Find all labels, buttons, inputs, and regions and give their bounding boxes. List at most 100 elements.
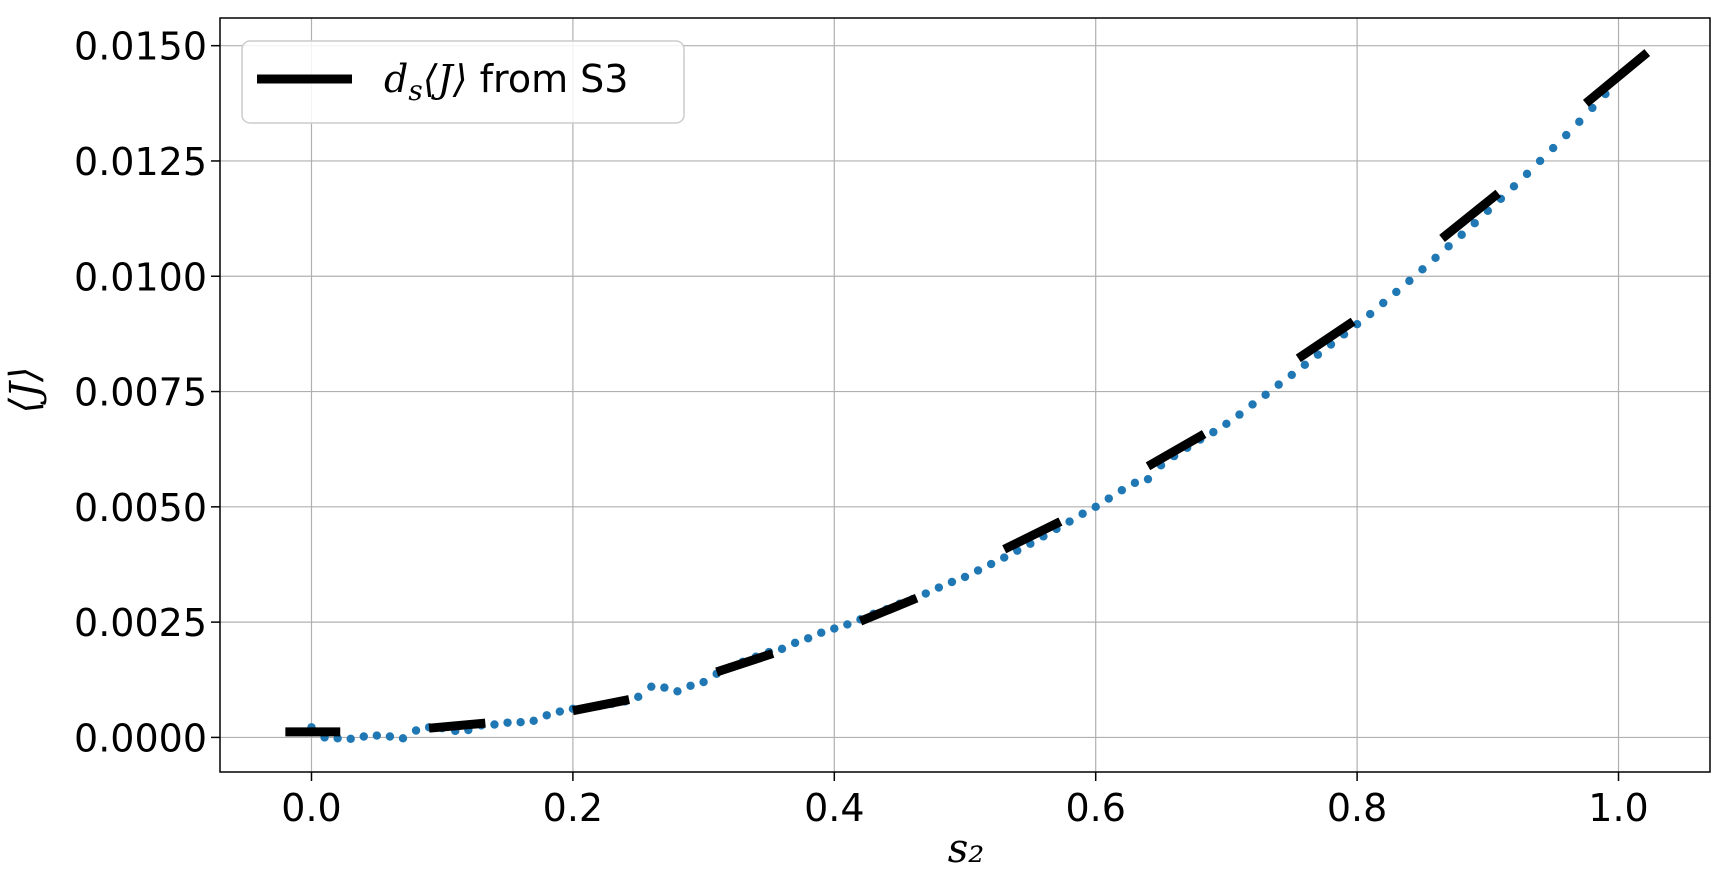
data-point: [817, 628, 826, 637]
data-point: [1405, 276, 1414, 286]
data-point: [960, 572, 970, 582]
data-point: [947, 577, 957, 587]
data-point: [660, 683, 669, 692]
data-point: [686, 681, 695, 690]
data-point: [1457, 230, 1466, 239]
legend-label: ds⟨J⟩ from S3: [384, 57, 628, 107]
data-point: [1274, 380, 1283, 389]
y-axis-ticks: 0.0000 0.0025 0.0050 0.0075 0.0100 0.0125 0.01…: [74, 25, 220, 760]
data-point: [411, 726, 421, 735]
data-point: [1117, 486, 1127, 495]
x-tick-label: 0.2: [543, 786, 603, 830]
legend-label-rest: from S3: [468, 57, 629, 101]
reference-line-segment: [1582, 49, 1651, 107]
data-point: [830, 624, 839, 633]
legend-label-subscript: s: [408, 74, 422, 107]
y-tick-label: 0.0050: [74, 486, 207, 530]
x-tick-label: 0.0: [281, 786, 341, 830]
data-point: [1431, 253, 1440, 263]
data-point: [934, 583, 944, 592]
data-point: [1470, 219, 1479, 228]
y-tick-label: 0.0150: [74, 25, 207, 69]
data-point: [503, 718, 512, 727]
data-point: [843, 620, 852, 629]
data-point: [1222, 419, 1231, 429]
data-point: [803, 634, 813, 643]
data-point: [1588, 103, 1597, 113]
y-tick-label: 0.0100: [74, 255, 207, 299]
data-point: [372, 731, 382, 740]
data-point: [516, 717, 525, 727]
data-point: [1522, 169, 1532, 179]
data-point: [1379, 298, 1388, 308]
data-point: [973, 566, 983, 575]
data-point: [542, 711, 551, 720]
data-point: [1352, 320, 1362, 329]
data-point: [490, 720, 499, 729]
y-tick-label: 0.0000: [74, 716, 207, 760]
data-point: [529, 716, 538, 726]
data-point: [1509, 182, 1519, 191]
data-point: [398, 734, 408, 743]
data-point: [1248, 400, 1257, 409]
data-point: [986, 559, 996, 569]
data-point: [921, 589, 930, 598]
grid: [220, 18, 1710, 772]
legend-label-angle: ⟨J⟩: [423, 57, 468, 101]
data-point: [1365, 309, 1375, 319]
data-point: [359, 732, 368, 741]
data-point: [1235, 410, 1244, 419]
y-tick-label: 0.0025: [74, 601, 207, 645]
data-point: [1000, 553, 1009, 562]
data-point: [1548, 143, 1558, 153]
x-tick-label: 0.4: [804, 786, 864, 830]
reference-line-segment: [1295, 317, 1356, 363]
data-point: [634, 692, 643, 702]
reference-line-segment: [1439, 189, 1502, 242]
plot-frame: [219, 17, 1711, 773]
data-point: [1261, 390, 1270, 399]
data-point: [385, 732, 395, 741]
data-point: [1444, 242, 1453, 251]
reference-line-segment: [715, 649, 775, 677]
data-point: [1143, 474, 1153, 484]
reference-line-segments: [285, 49, 1651, 737]
data-point: [1078, 509, 1087, 518]
data-point: [1104, 494, 1113, 503]
legend-box: [241, 40, 685, 124]
data-point: [699, 677, 708, 687]
data-point: [673, 687, 682, 696]
reference-line-segment: [572, 695, 630, 716]
reference-line-segment: [858, 593, 919, 626]
data-point: [1209, 427, 1218, 437]
data-point: [1562, 130, 1571, 140]
data-point: [1300, 360, 1310, 369]
x-tick-label: 0.8: [1327, 786, 1387, 830]
legend: ds⟨J⟩ from S3: [241, 40, 685, 124]
data-point: [1392, 287, 1401, 297]
data-point: [1418, 265, 1427, 274]
data-point: [1065, 517, 1074, 526]
legend-label-d: d: [384, 57, 408, 101]
data-point: [1535, 156, 1545, 166]
x-axis-label: s₂: [948, 826, 985, 871]
data-point: [1091, 502, 1100, 512]
reference-line-segment: [428, 718, 486, 733]
data-point: [777, 644, 787, 654]
data-point: [1313, 350, 1323, 359]
data-point: [1130, 478, 1140, 488]
data-point: [647, 682, 656, 691]
x-tick-label: 0.6: [1065, 786, 1125, 830]
y-tick-label: 0.0075: [74, 371, 207, 415]
data-point: [790, 638, 800, 648]
x-tick-label: 1.0: [1588, 786, 1648, 830]
reference-line-segment: [1145, 430, 1207, 471]
data-point: [1287, 370, 1296, 380]
x-axis-ticks: 0.0 0.2 0.4 0.6 0.8 1.0: [281, 772, 1649, 830]
data-point: [346, 734, 355, 743]
data-point: [1575, 117, 1584, 126]
y-axis-label: ⟨J⟩: [2, 366, 48, 413]
y-tick-label: 0.0125: [74, 140, 207, 184]
